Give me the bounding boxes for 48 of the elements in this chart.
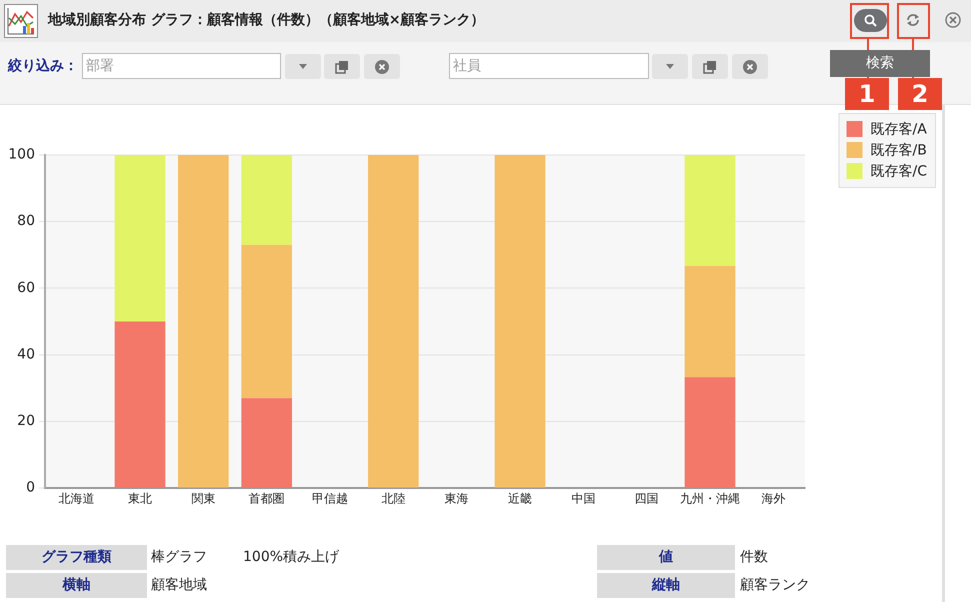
text: 顧客ランク (740, 576, 810, 595)
y-tick-label: 60 (17, 280, 35, 296)
x-tick-label: 甲信越 (312, 491, 348, 506)
bar (494, 155, 546, 488)
text: 100%積み上げ (243, 548, 340, 567)
bar (241, 398, 292, 488)
text: 絞り込み： (8, 57, 78, 76)
callout-badge: 1 (845, 78, 889, 110)
bar (241, 244, 292, 398)
legend-label: 既存客/C (870, 164, 928, 180)
x-tick-label: 中国 (571, 491, 596, 506)
search-button: 検索 (830, 50, 930, 77)
bar (114, 155, 166, 322)
x-tick-label: 関東 (191, 491, 216, 506)
table-header-cell: グラフ種類 (6, 545, 147, 570)
x-tick-label: 首都圏 (248, 491, 285, 506)
text: 部署 (86, 57, 114, 76)
table-header-cell: 縦軸 (597, 573, 735, 598)
bar (684, 377, 736, 488)
y-tick-label: 100 (8, 146, 35, 163)
bar (684, 266, 736, 378)
y-tick-label: 20 (17, 413, 35, 430)
legend-label: 既存客/B (870, 142, 927, 159)
y-tick-label: 80 (17, 213, 35, 230)
bar (368, 155, 419, 488)
bar (684, 155, 736, 266)
x-tick-label: 東北 (128, 491, 152, 506)
x-tick-label: 近畿 (508, 491, 532, 506)
text: 顧客地域 (151, 576, 207, 595)
text: 社員 (453, 57, 481, 76)
x-tick-label: 東海 (444, 491, 469, 506)
table-header-cell: 値 (597, 545, 735, 570)
text: 棒グラフ (151, 548, 207, 567)
chart-title: 地域別顧客分布 グラフ：顧客情報（件数）（顧客地域×顧客ランク） (48, 10, 485, 30)
x-tick-label: 北海道 (58, 491, 95, 506)
y-tick-label: 40 (17, 346, 35, 362)
x-tick-label: 九州・沖縄 (680, 491, 740, 506)
legend-label: 既存客/A (870, 122, 928, 138)
bar (241, 155, 292, 245)
bar (114, 322, 166, 488)
callout-badge: 2 (898, 78, 942, 110)
text: 件数 (740, 548, 768, 567)
x-tick-label: 海外 (761, 491, 786, 506)
x-tick-label: 北陸 (381, 491, 406, 506)
x-tick-label: 四国 (634, 491, 659, 506)
table-header-cell: 横軸 (6, 573, 147, 598)
bar (178, 155, 229, 488)
y-tick-label: 0 (26, 480, 35, 496)
